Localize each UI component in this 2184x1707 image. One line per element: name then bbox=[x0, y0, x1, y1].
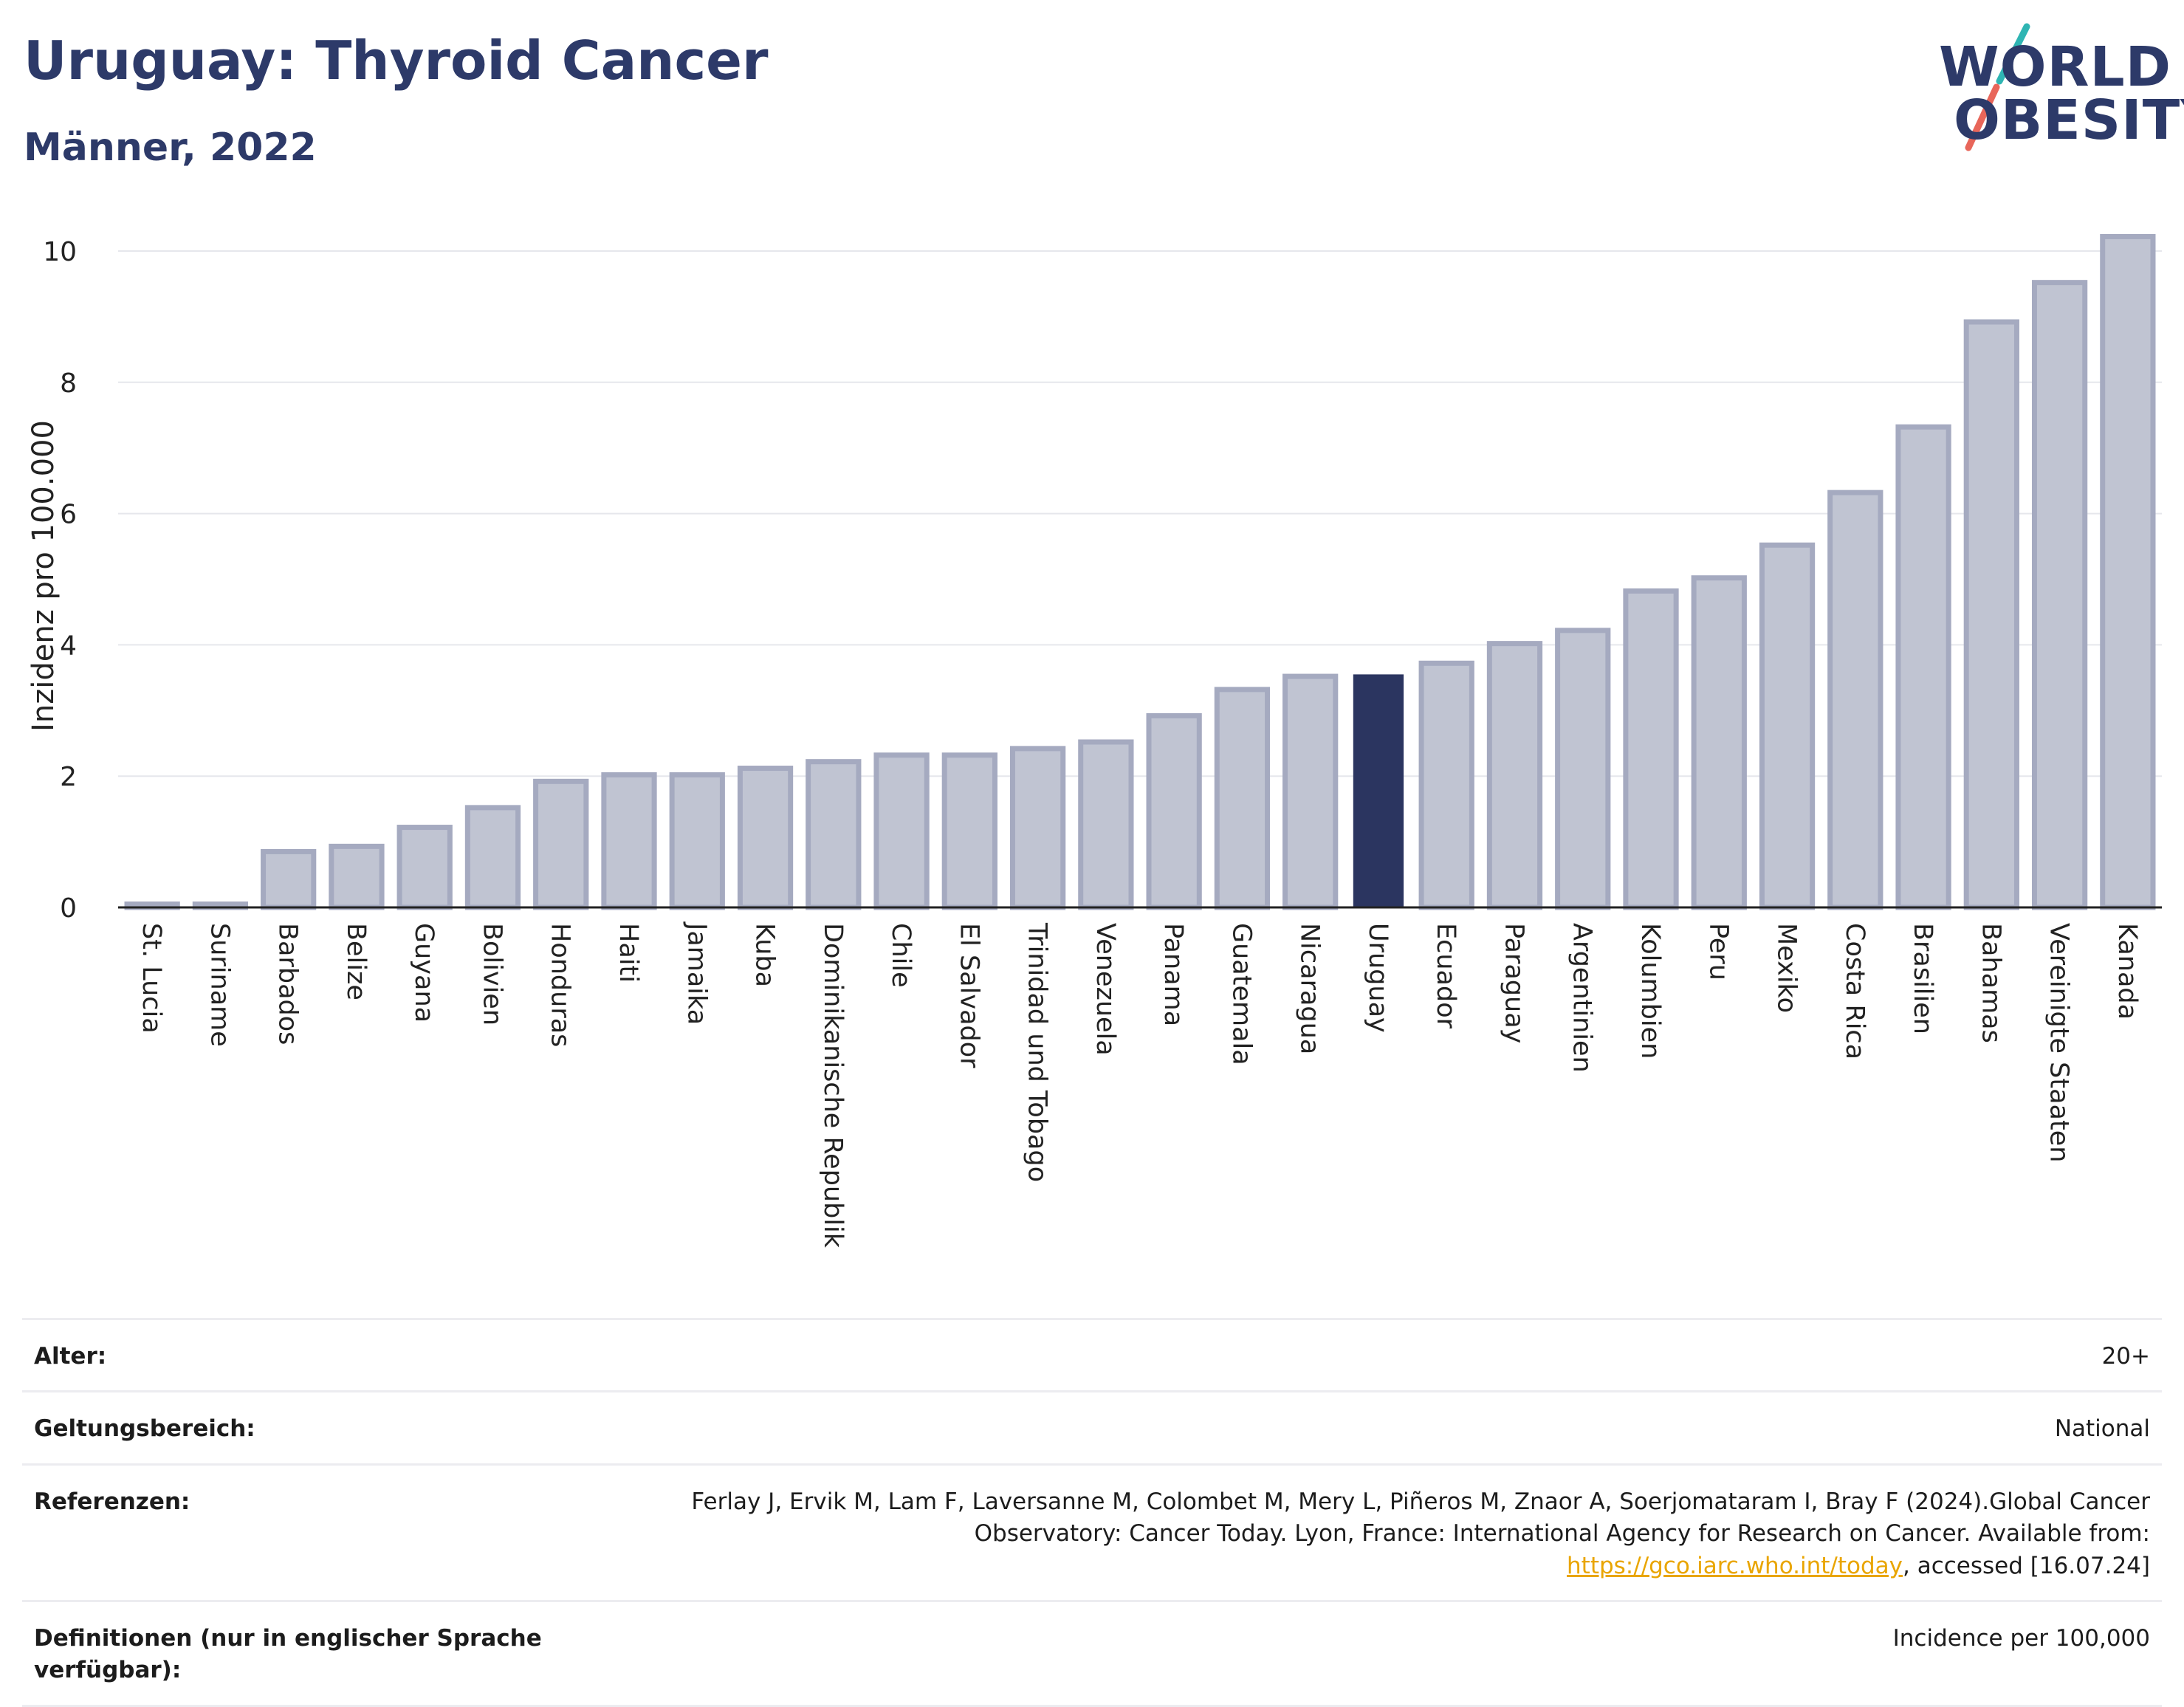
logo-slash-icon bbox=[1965, 23, 2030, 151]
x-tick-label: Barbados bbox=[273, 923, 303, 1045]
x-tick-label: Jamaika bbox=[681, 921, 711, 1025]
meta-row-age: Alter: 20+ bbox=[22, 1318, 2162, 1390]
bar-trinidad-und-tobago[interactable] bbox=[1009, 746, 1066, 910]
meta-label: Referenzen: bbox=[34, 1488, 190, 1515]
x-tick-label: Belize bbox=[341, 923, 371, 1000]
y-tick-label: 4 bbox=[60, 631, 77, 661]
x-tick-label: Chile bbox=[886, 923, 916, 988]
logo-word-world: WORLD bbox=[1939, 35, 2172, 99]
meta-value: 20+ bbox=[2101, 1343, 2150, 1370]
x-tick-label: Peru bbox=[1703, 923, 1733, 980]
bar-brasilien[interactable] bbox=[1895, 424, 1951, 910]
reference-text-end: , accessed [16.07.24] bbox=[1902, 1552, 2150, 1579]
x-tick-label: Bahamas bbox=[1976, 923, 2005, 1043]
x-tick-label: Nicaragua bbox=[1295, 923, 1325, 1054]
x-tick-label: Kolumbien bbox=[1635, 923, 1665, 1059]
x-tick-label: St. Lucia bbox=[137, 923, 166, 1034]
x-tick-label: El Salvador bbox=[954, 923, 983, 1068]
bar-kuba[interactable] bbox=[737, 766, 794, 910]
x-tick-label: Argentinien bbox=[1567, 923, 1597, 1073]
bar-bolivien[interactable] bbox=[464, 805, 521, 910]
bar-dominikanische-republik[interactable] bbox=[806, 759, 862, 910]
x-tick-label: Panama bbox=[1158, 923, 1188, 1026]
meta-value: Incidence per 100,000 bbox=[1892, 1624, 2150, 1652]
x-tick-label: Kuba bbox=[750, 923, 780, 987]
x-tick-label: Dominikanische Republik bbox=[818, 923, 848, 1249]
bar-guyana[interactable] bbox=[396, 825, 453, 910]
x-tick-label: Haiti bbox=[614, 923, 643, 983]
bar-kanada[interactable] bbox=[2100, 233, 2156, 910]
bar-vereinigte-staaten[interactable] bbox=[2031, 280, 2088, 910]
x-tick-label: Trinidad und Tobago bbox=[1023, 922, 1052, 1182]
x-tick-label: Vereinigte Staaten bbox=[2044, 923, 2074, 1162]
chart-title: Uruguay: Thyroid Cancer bbox=[24, 30, 769, 92]
meta-row-definitions: Definitionen (nur in englischer Sprache … bbox=[22, 1599, 2162, 1707]
x-tick-label: Guyana bbox=[409, 923, 439, 1023]
bar-honduras[interactable] bbox=[533, 778, 589, 910]
x-tick-label: Venezuela bbox=[1091, 923, 1120, 1056]
y-tick-label: 2 bbox=[60, 762, 77, 792]
bar-haiti[interactable] bbox=[601, 772, 657, 910]
x-tick-label: Mexiko bbox=[1772, 923, 1802, 1013]
logo-word-obesity: OBESITY bbox=[1954, 89, 2184, 152]
x-tick-label: Brasilien bbox=[1908, 923, 1937, 1034]
reference-link[interactable]: https://gco.iarc.who.int/today bbox=[1567, 1552, 1903, 1579]
meta-value: Ferlay J, Ervik M, Lam F, Laversanne M, … bbox=[629, 1486, 2150, 1582]
x-tick-label: Suriname bbox=[205, 923, 234, 1047]
x-tick-label: Ecuador bbox=[1431, 923, 1460, 1029]
y-axis-ticks: 0 2 4 6 8 10 bbox=[43, 237, 77, 924]
bar-nicaragua[interactable] bbox=[1282, 673, 1339, 910]
x-tick-label: Honduras bbox=[546, 923, 575, 1047]
meta-value: National bbox=[2054, 1415, 2150, 1443]
bar-argentinien[interactable] bbox=[1555, 628, 1611, 910]
x-axis-labels: St. Lucia Suriname Barbados Belize Guyana Bol… bbox=[137, 921, 2142, 1249]
bar-ecuador[interactable] bbox=[1418, 660, 1474, 910]
x-tick-label: Uruguay bbox=[1363, 923, 1393, 1033]
x-tick-label: Paraguay bbox=[1499, 923, 1528, 1043]
bar-mexiko[interactable] bbox=[1759, 542, 1816, 910]
bar-costa-rica[interactable] bbox=[1827, 490, 1883, 910]
chart-subtitle: Männer, 2022 bbox=[24, 126, 317, 170]
meta-label: Definitionen (nur in englischer Sprache … bbox=[34, 1624, 542, 1684]
x-tick-label: Costa Rica bbox=[1840, 923, 1869, 1059]
bar-venezuela[interactable] bbox=[1078, 739, 1134, 910]
meta-row-references: Referenzen: Ferlay J, Ervik M, Lam F, La… bbox=[22, 1463, 2162, 1600]
bar-peru[interactable] bbox=[1691, 575, 1747, 910]
bar-panama[interactable] bbox=[1146, 712, 1202, 910]
meta-label: Geltungsbereich: bbox=[34, 1415, 255, 1443]
bar-belize[interactable] bbox=[329, 843, 385, 910]
bar-el-salvador[interactable] bbox=[941, 752, 997, 910]
y-tick-label: 6 bbox=[60, 500, 77, 530]
bars bbox=[124, 233, 2156, 910]
x-tick-label: Guatemala bbox=[1226, 923, 1256, 1065]
y-tick-label: 8 bbox=[60, 368, 77, 399]
y-tick-label: 10 bbox=[43, 237, 77, 267]
bar-chile[interactable] bbox=[873, 752, 930, 910]
bar-bahamas[interactable] bbox=[1963, 319, 2019, 910]
bar-barbados[interactable] bbox=[261, 848, 317, 910]
meta-label: Alter: bbox=[34, 1343, 107, 1370]
y-tick-label: 0 bbox=[60, 893, 77, 924]
x-tick-label: Kanada bbox=[2112, 923, 2142, 1020]
bar-chart: 0 2 4 6 8 10 St. Lucia Suriname Barbados Belize G… bbox=[27, 233, 2162, 1249]
world-obesity-logo: WORLD OBESITY bbox=[1920, 22, 2184, 155]
grid-lines bbox=[118, 250, 2162, 777]
bar-guatemala[interactable] bbox=[1214, 687, 1271, 910]
meta-row-scope: Geltungsbereich: National bbox=[22, 1390, 2162, 1463]
bar-paraguay[interactable] bbox=[1486, 641, 1543, 910]
y-axis-label: Inzidenz pro 100.000 bbox=[27, 420, 61, 732]
bar-uruguay[interactable] bbox=[1353, 674, 1404, 907]
x-tick-label: Bolivien bbox=[477, 923, 506, 1026]
reference-text: Ferlay J, Ervik M, Lam F, Laversanne M, … bbox=[691, 1488, 2150, 1548]
bar-kolumbien[interactable] bbox=[1623, 588, 1679, 910]
bar-jamaika[interactable] bbox=[669, 772, 725, 910]
metadata-table: Alter: 20+ Geltungsbereich: National Ref… bbox=[22, 1318, 2162, 1707]
